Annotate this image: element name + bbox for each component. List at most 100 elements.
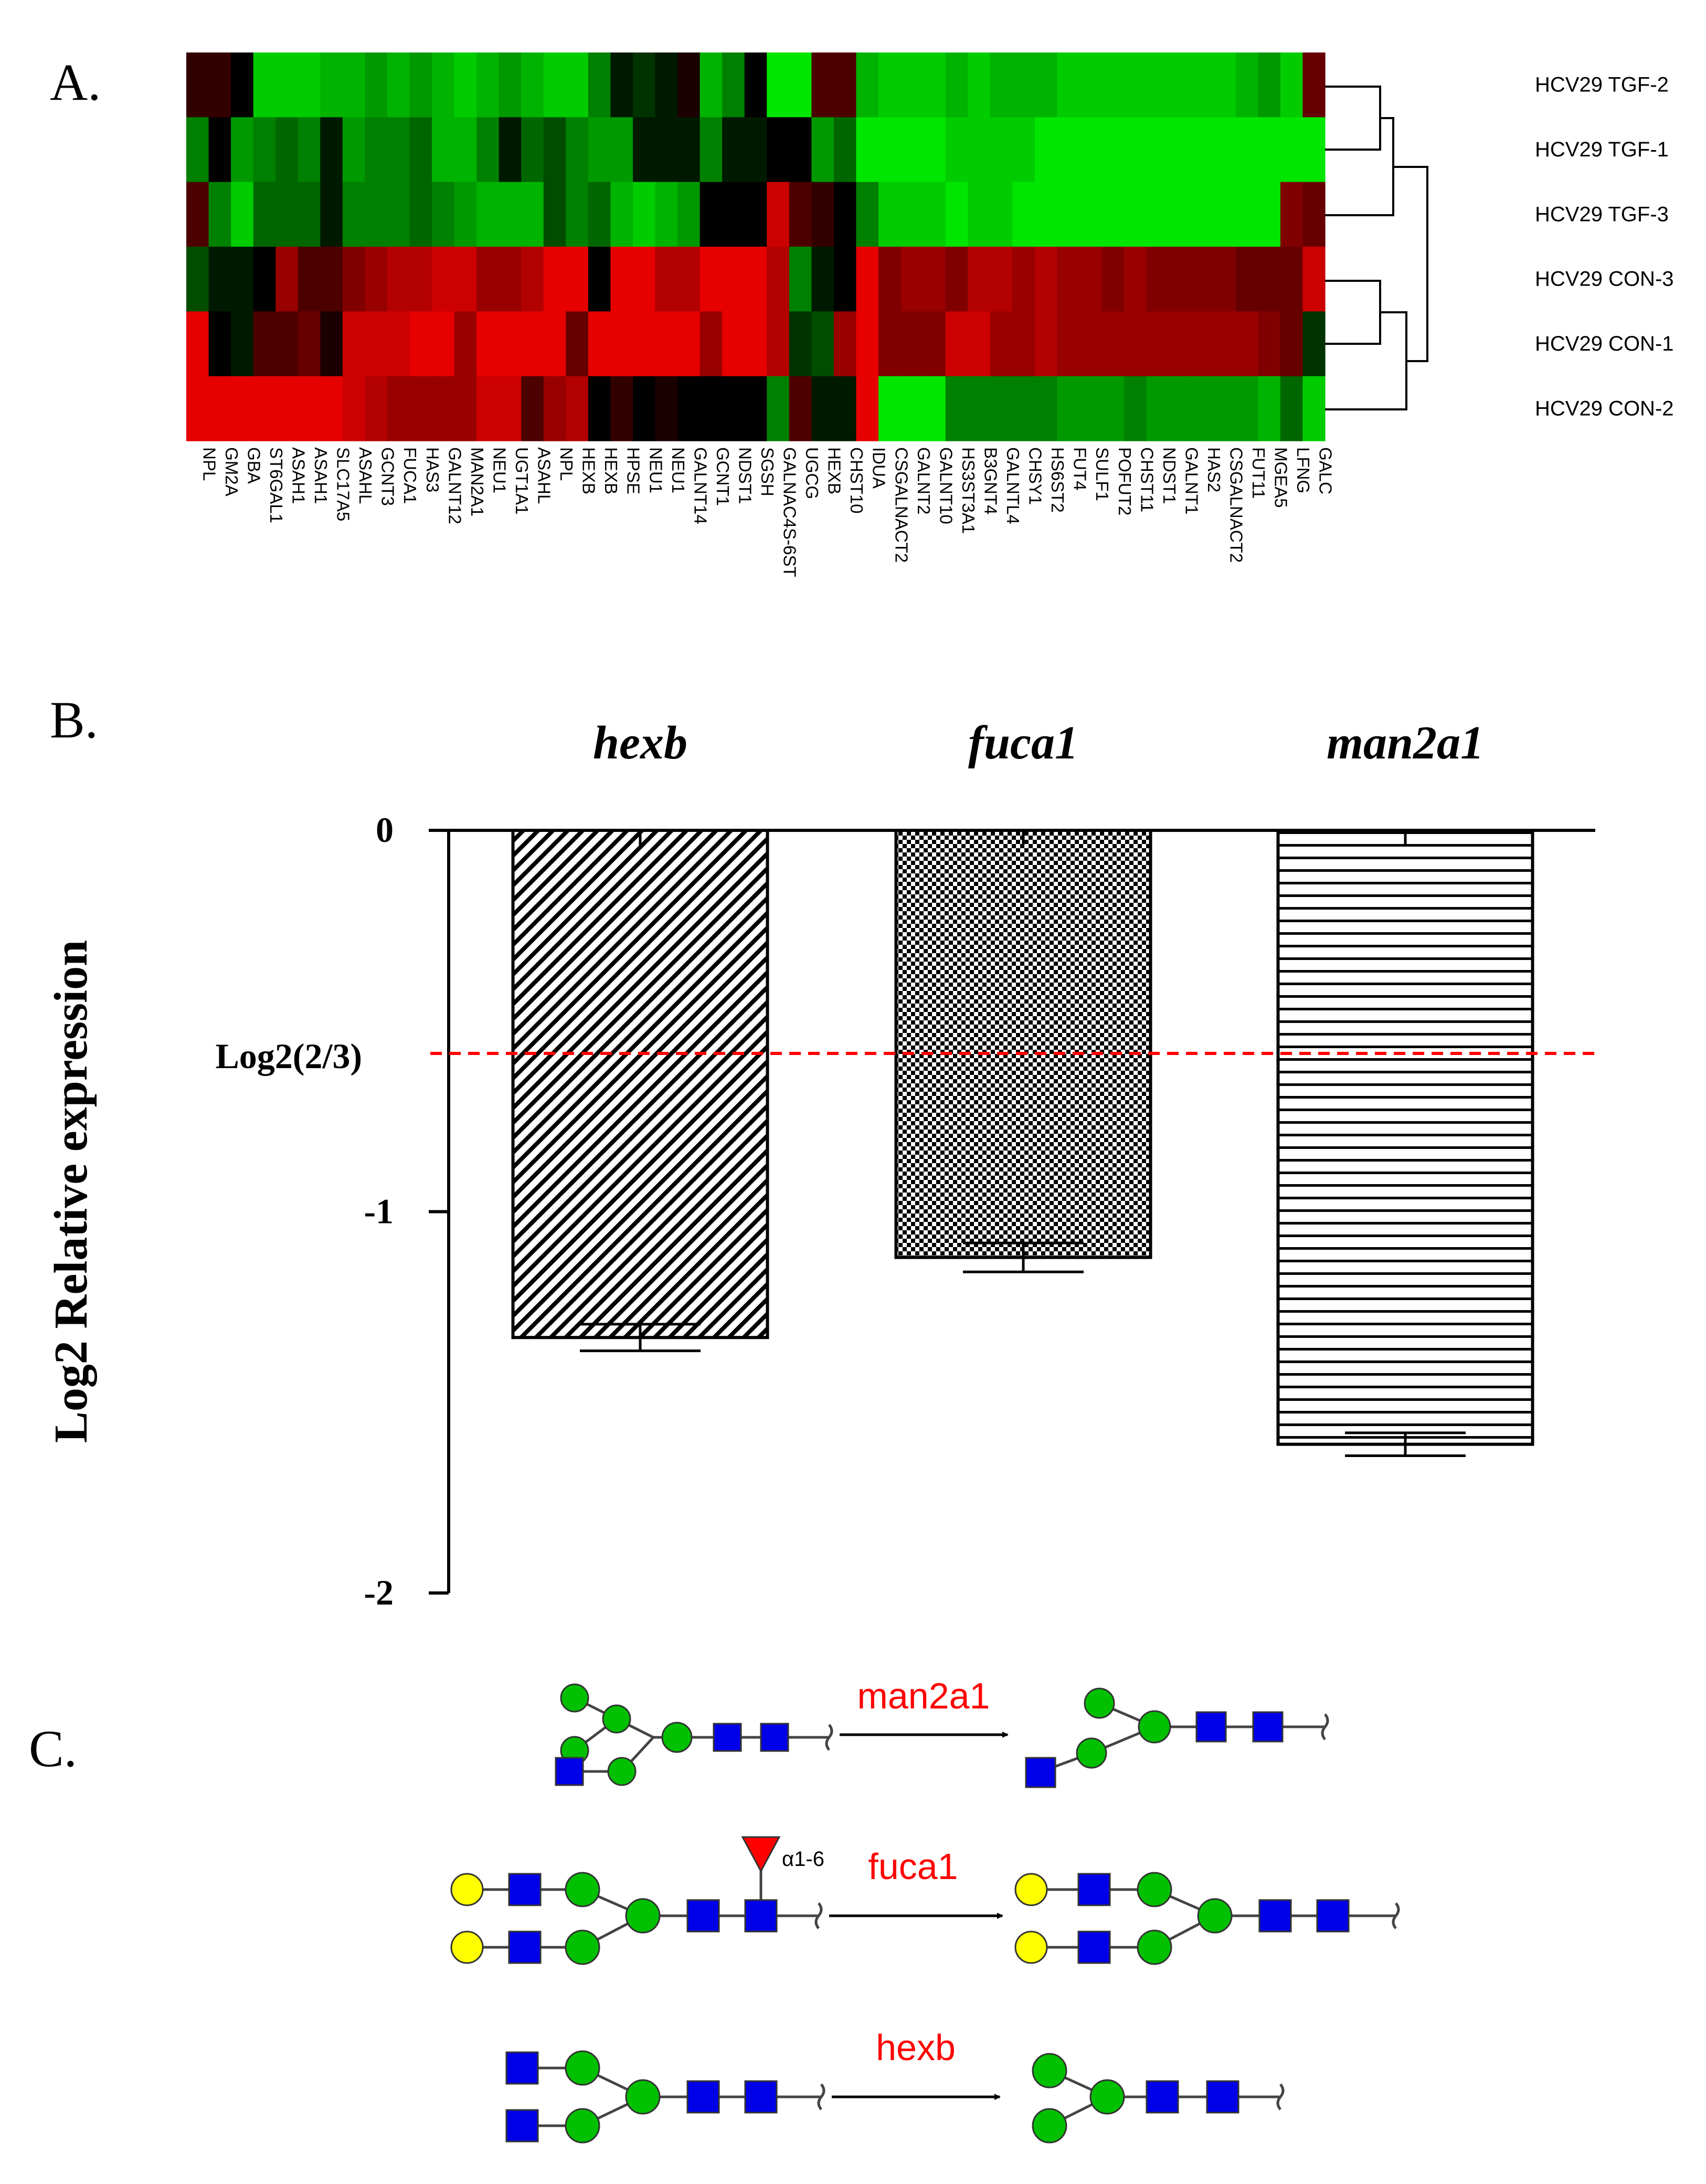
heatmap-cell [856, 117, 879, 183]
category-title: man2a1 [1327, 717, 1484, 769]
heatmap-cell [744, 247, 767, 312]
heatmap-column-label: ST6GAL1 [267, 447, 286, 523]
heatmap-column-label: UGCG [802, 447, 822, 499]
heatmap-cell [1213, 182, 1236, 247]
heatmap-cell [632, 117, 656, 183]
mannose-icon [1137, 1929, 1172, 1965]
heatmap-cell [476, 247, 500, 312]
heatmap-cell [253, 311, 276, 377]
heatmap-cell [1146, 182, 1169, 247]
heatmap-cell [767, 311, 790, 377]
heatmap-cell [253, 376, 276, 441]
glcnac-icon [1195, 1711, 1227, 1743]
heatmap-cell [365, 52, 388, 118]
heatmap-row-label: HCV29 CON-1 [1535, 332, 1674, 355]
heatmap-cell [1235, 182, 1258, 247]
heatmap-cell [744, 311, 767, 377]
heatmap-cell [253, 117, 276, 183]
heatmap-column-label: HEXB [601, 447, 621, 494]
heatmap-column-label: ASAH1 [311, 447, 331, 504]
linkage-label: α1-6 [782, 1848, 824, 1871]
heatmap-cell [632, 376, 656, 441]
heatmap-cell [1191, 247, 1214, 312]
heatmap-cell [811, 247, 834, 312]
heatmap-cell [1169, 376, 1192, 441]
heatmap-cell [588, 247, 611, 312]
heatmap-cell [968, 311, 991, 377]
glcnac-icon [1025, 1757, 1056, 1788]
heatmap-cell [275, 182, 299, 247]
heatmap-cell [1079, 182, 1103, 247]
heatmap-column-label: HPSE [624, 447, 643, 494]
heatmap-column-label: UGT1A1 [512, 447, 532, 514]
heatmap-cell [231, 182, 254, 247]
mannose-icon [602, 1704, 631, 1734]
heatmap-cell [878, 182, 902, 247]
heatmap-cell [1169, 182, 1192, 247]
heatmap-column-label: MAN2A1 [468, 447, 487, 516]
heatmap-cell [923, 52, 946, 118]
heatmap-cell [1034, 311, 1058, 377]
heatmap-cell [432, 376, 455, 441]
y-tick-label: -2 [364, 1573, 394, 1612]
heatmap-cell [923, 376, 946, 441]
heatmap-cell [1302, 182, 1326, 247]
heatmap-cell [275, 311, 299, 377]
heatmap-cell [521, 52, 544, 118]
enzyme-label-fuca1: fuca1 [868, 1846, 958, 1887]
heatmap-cell [945, 182, 968, 247]
heatmap-cell [476, 117, 500, 183]
heatmap-cell [1258, 117, 1281, 183]
mannose-icon [560, 1683, 589, 1713]
heatmap-cell [499, 376, 522, 441]
heatmap-column-label: POFUT2 [1115, 447, 1135, 515]
heatmap-cell [1101, 117, 1125, 183]
heatmap-cell [833, 52, 857, 118]
heatmap-row-label: HCV29 TGF-2 [1535, 73, 1669, 97]
heatmap-column-label: FUT11 [1249, 447, 1268, 499]
heatmap-cell [722, 117, 745, 183]
heatmap-cell [610, 117, 633, 183]
heatmap-cell [432, 182, 455, 247]
heatmap-cell [588, 182, 611, 247]
heatmap-cell [566, 311, 589, 377]
heatmap-cell [811, 117, 834, 183]
glcnac-icon [1258, 1899, 1292, 1933]
heatmap-cell [1057, 182, 1080, 247]
heatmap-cell [900, 182, 924, 247]
heatmap-cell [454, 182, 477, 247]
glcnac-icon [508, 1873, 542, 1906]
heatmap-column-label: GBA [244, 447, 263, 484]
glcnac-icon [1252, 1711, 1284, 1743]
heatmap-cell [1012, 311, 1035, 377]
heatmap-cell [856, 311, 879, 377]
heatmap-cell [365, 182, 388, 247]
heatmap-cell [856, 182, 879, 247]
heatmap-cell [1302, 311, 1326, 377]
panel-label-a: A. [50, 53, 101, 111]
heatmap-cell [476, 182, 500, 247]
heatmap-cell [1057, 311, 1080, 377]
heatmap-cell [1012, 247, 1035, 312]
glcnac-icon [1206, 2080, 1239, 2114]
y-tick-label: -1 [364, 1191, 394, 1231]
glcnac-icon [1316, 1899, 1350, 1933]
heatmap-cell [543, 117, 566, 183]
heatmap-cell [499, 52, 522, 118]
heatmap-column-label: SULF1 [1093, 447, 1112, 501]
heatmap-cell [1012, 117, 1035, 183]
heatmap-cell [677, 376, 701, 441]
heatmap-cell [990, 182, 1013, 247]
heatmap-cell [1012, 376, 1035, 441]
heatmap-cell [1057, 117, 1080, 183]
heatmap-column-label: IDUA [870, 447, 889, 489]
heatmap-cell [610, 376, 633, 441]
heatmap-cell [208, 52, 231, 118]
heatmap-cell [365, 376, 388, 441]
mannose-icon [1197, 1898, 1233, 1934]
heatmap-column-label: HS6ST2 [1048, 447, 1067, 513]
heatmap-cell [677, 52, 701, 118]
heatmap-cell [744, 52, 767, 118]
category-title: hexb [593, 717, 687, 769]
heatmap-cell [186, 311, 209, 377]
